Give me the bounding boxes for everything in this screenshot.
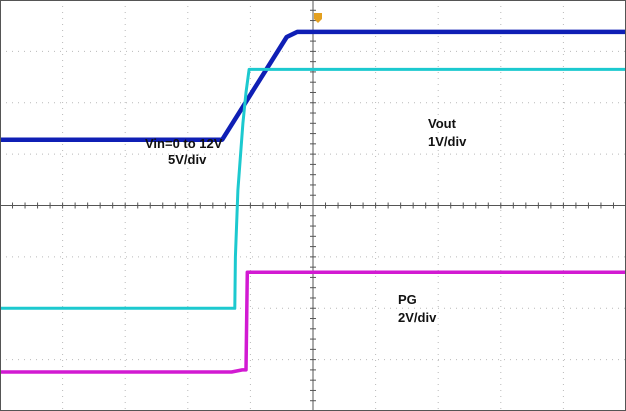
- trace-vin: [0, 29, 626, 142]
- waveform-traces: [0, 29, 626, 374]
- pg-channel-label: PG: [398, 292, 417, 307]
- vout-scale-label: 1V/div: [428, 134, 467, 149]
- vin-channel-label: Vin=0 to 12V: [145, 136, 223, 151]
- vout-channel-label: Vout: [428, 116, 457, 131]
- trace-vout: [0, 67, 626, 310]
- vin-scale-label: 5V/div: [168, 152, 207, 167]
- trace-pg: [0, 270, 626, 374]
- trigger-marker-icon: [314, 13, 322, 23]
- pg-scale-label: 2V/div: [398, 310, 437, 325]
